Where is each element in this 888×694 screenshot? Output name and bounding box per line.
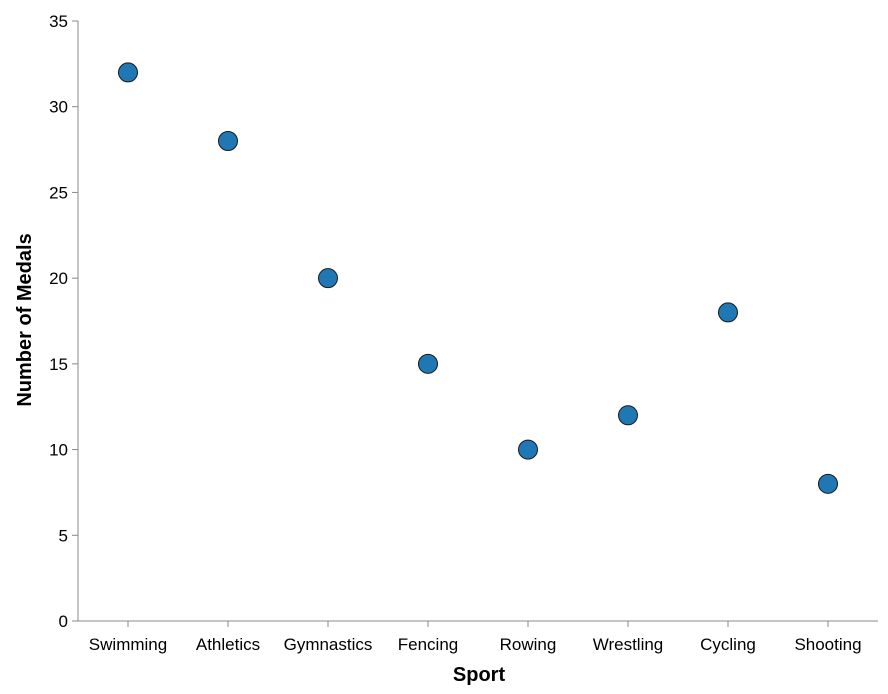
data-point (718, 302, 738, 323)
x-tick-label: Fencing (398, 635, 458, 654)
y-tick-label: 5 (59, 526, 68, 545)
x-axis-title: Sport (453, 664, 506, 686)
y-tick-label: 20 (49, 269, 68, 288)
y-tick-label: 15 (49, 355, 68, 374)
x-tick-label: Gymnastics (284, 635, 373, 654)
x-tick-label: Shooting (794, 635, 861, 654)
y-axis-title: Number of Medals (14, 233, 36, 406)
x-axis: Swimming Athletics Gymnastics Fencing Rowing… (78, 620, 878, 654)
x-tick-label: Athletics (196, 635, 260, 654)
data-points (118, 62, 838, 494)
y-tick-label: 25 (49, 183, 68, 202)
data-point (818, 473, 838, 494)
x-tick-label: Cycling (700, 635, 756, 654)
data-point (118, 62, 138, 83)
x-tick-label: Rowing (500, 635, 557, 654)
y-tick-label: 0 (59, 612, 68, 631)
y-tick-label: 35 (49, 12, 68, 31)
data-point (418, 353, 438, 374)
y-tick-label: 10 (49, 441, 68, 460)
data-point (618, 405, 638, 426)
y-axis: 0 5 10 15 20 25 30 35 (49, 12, 79, 631)
data-point (518, 439, 538, 460)
x-tick-label: Wrestling (593, 635, 664, 654)
data-point (218, 131, 238, 151)
y-tick-label: 30 (49, 98, 68, 117)
x-tick-label: Swimming (89, 635, 167, 654)
data-point (318, 268, 338, 289)
